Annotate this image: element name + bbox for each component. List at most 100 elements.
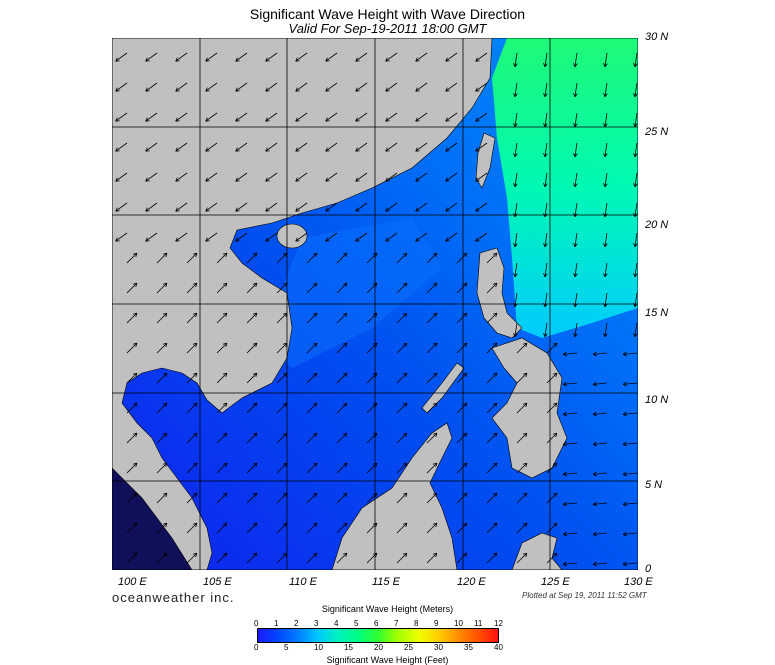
wave-arrow bbox=[563, 562, 578, 565]
wave-arrow-head bbox=[592, 414, 597, 417]
wave-arrow bbox=[516, 372, 528, 384]
wave-arrow-head bbox=[175, 207, 178, 212]
wave-arrow bbox=[593, 442, 608, 445]
wave-arrow-head bbox=[603, 272, 606, 277]
wave-arrow bbox=[115, 112, 128, 122]
wave-arrow-head bbox=[405, 372, 408, 378]
wave-arrow bbox=[415, 112, 428, 122]
wave-arrow bbox=[563, 472, 578, 475]
wave-arrow bbox=[246, 282, 258, 294]
wave-arrow bbox=[126, 492, 138, 504]
legend-meter-tick: 6 bbox=[374, 619, 379, 628]
lat-label-10n: 10 N bbox=[645, 394, 669, 406]
wave-arrow-head bbox=[325, 60, 330, 62]
land-mainland bbox=[112, 38, 493, 570]
wave-arrow-head bbox=[345, 282, 348, 288]
wave-arrow-head bbox=[255, 432, 258, 438]
wave-arrow-head bbox=[235, 150, 240, 152]
wave-arrow bbox=[175, 52, 188, 62]
wave-arrow-head bbox=[622, 381, 627, 385]
wave-arrow bbox=[593, 352, 608, 355]
wave-arrow-head bbox=[543, 212, 546, 217]
wave-arrow-head bbox=[255, 462, 258, 468]
wave-arrow bbox=[426, 492, 438, 504]
wave-arrow bbox=[366, 552, 378, 564]
wave-arrow bbox=[175, 82, 188, 92]
wave-arrow-head bbox=[522, 492, 528, 495]
wave-arrow bbox=[205, 142, 218, 152]
wave-arrow-head bbox=[405, 492, 408, 498]
wave-arrow bbox=[486, 492, 498, 504]
wave-arrow-head bbox=[435, 312, 438, 318]
wave-arrow-head bbox=[205, 180, 210, 182]
wave-arrow bbox=[295, 52, 308, 62]
wave-arrow-head bbox=[345, 372, 348, 378]
wave-arrow-head bbox=[222, 342, 228, 345]
wave-arrow-head bbox=[604, 213, 608, 218]
wave-arrow bbox=[546, 342, 558, 354]
wave-arrow-head bbox=[145, 237, 148, 242]
wave-arrow-head bbox=[592, 504, 597, 507]
wave-arrow-head bbox=[325, 147, 328, 152]
wave-arrow bbox=[126, 522, 138, 534]
wave-arrow bbox=[604, 232, 608, 247]
wave-arrow bbox=[276, 342, 288, 354]
wave-arrow-head bbox=[265, 207, 268, 212]
wave-arrow-head bbox=[285, 522, 288, 528]
wave-arrow-head bbox=[265, 240, 270, 242]
wave-arrow bbox=[366, 282, 378, 294]
wave-arrow bbox=[126, 252, 138, 264]
wave-arrow-head bbox=[225, 312, 228, 318]
wave-arrow-head bbox=[462, 432, 468, 435]
wave-arrow-head bbox=[385, 57, 388, 62]
wave-arrow-head bbox=[325, 180, 330, 182]
wave-arrow-head bbox=[325, 150, 330, 152]
wave-arrow-head bbox=[445, 240, 450, 242]
wave-arrow-head bbox=[135, 372, 138, 378]
wave-arrow-head bbox=[285, 312, 288, 318]
wave-arrow-head bbox=[573, 212, 576, 217]
wave-arrow-head bbox=[544, 123, 548, 128]
wave-arrow-head bbox=[475, 90, 480, 92]
wave-arrow-head bbox=[475, 177, 478, 182]
wave-arrow bbox=[145, 202, 158, 212]
wave-arrow bbox=[295, 172, 308, 182]
wave-arrow-head bbox=[295, 87, 298, 92]
wave-arrow-head bbox=[435, 342, 438, 348]
wave-arrow bbox=[115, 232, 128, 242]
wave-arrow-head bbox=[375, 372, 378, 378]
wave-arrow-head bbox=[415, 240, 420, 242]
wave-arrow-head bbox=[235, 90, 240, 92]
wave-arrow-head bbox=[475, 57, 478, 62]
wave-arrow bbox=[306, 552, 318, 564]
wave-arrow-head bbox=[312, 402, 318, 405]
wave-arrow bbox=[604, 52, 608, 67]
wave-arrow-head bbox=[603, 332, 606, 337]
wave-arrow-head bbox=[342, 402, 348, 405]
wave-arrow-head bbox=[192, 552, 198, 555]
wave-arrow bbox=[336, 402, 348, 414]
wave-arrow-head bbox=[465, 552, 468, 558]
wave-arrow-head bbox=[165, 492, 168, 498]
wave-arrow bbox=[355, 52, 368, 62]
wave-arrow bbox=[456, 432, 468, 444]
wave-arrow bbox=[265, 232, 278, 242]
wave-arrow-head bbox=[252, 492, 258, 495]
wave-arrow-head bbox=[132, 432, 138, 435]
wave-arrow-head bbox=[285, 552, 288, 558]
wave-arrow bbox=[634, 262, 638, 277]
wave-arrow bbox=[574, 262, 578, 277]
wave-arrow-head bbox=[135, 342, 138, 348]
wave-arrow-head bbox=[432, 522, 438, 525]
wave-arrow bbox=[156, 402, 168, 414]
wave-arrow-head bbox=[342, 312, 348, 315]
wave-arrow-head bbox=[222, 492, 228, 495]
wave-arrow-head bbox=[195, 372, 198, 378]
wave-arrow bbox=[246, 402, 258, 414]
wave-arrow-head bbox=[355, 210, 360, 212]
land-mindanao bbox=[491, 337, 568, 479]
wave-arrow bbox=[306, 432, 318, 444]
wave-arrow bbox=[486, 522, 498, 534]
wave-arrow-head bbox=[432, 372, 438, 375]
wave-arrow bbox=[145, 82, 158, 92]
